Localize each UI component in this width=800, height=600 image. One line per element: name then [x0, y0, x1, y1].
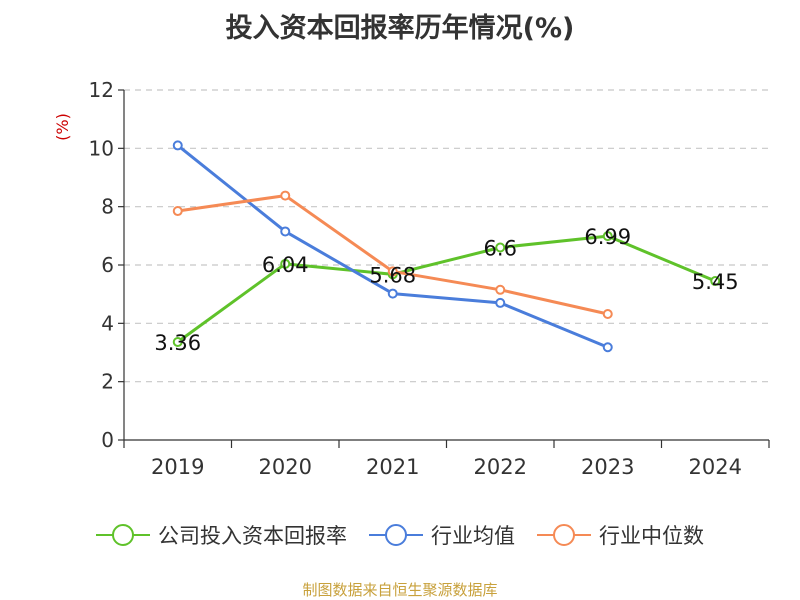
data-point [172, 337, 183, 347]
data-point [495, 242, 506, 253]
y-tick-label: 4 [101, 311, 114, 335]
data-point [280, 258, 291, 269]
data-label: 6.04 [262, 253, 309, 277]
y-axis-label: (%) [53, 113, 72, 141]
legend-label: 行业均值 [431, 524, 515, 548]
y-tick-label: 12 [89, 78, 114, 102]
y-tick-label: 8 [101, 195, 114, 219]
data-labels: 3.36 6.04 5.68 6.6 6.99 5.45 [154, 225, 738, 355]
legend-line-marker-icon [96, 524, 150, 546]
grid-lines [124, 89, 769, 383]
data-point [172, 140, 183, 151]
data-point [602, 342, 613, 353]
legend: 公司投入资本回报率 行业均值 行业中位数 [0, 520, 800, 550]
legend-item-industry-median[interactable]: 行业中位数 [537, 520, 704, 550]
data-label: 5.68 [369, 263, 416, 287]
series-lines [172, 140, 721, 353]
chart-title: 投入资本回报率历年情况(%) [225, 13, 575, 44]
data-label: 6.6 [484, 237, 517, 261]
data-point [495, 284, 506, 295]
y-tick-label: 6 [101, 253, 114, 277]
x-tick-label: 2019 [151, 455, 204, 479]
data-point [602, 231, 613, 242]
data-label: 5.45 [692, 270, 739, 294]
x-tick-label: 2020 [259, 455, 312, 479]
source-note: 制图数据来自恒生聚源数据库 [302, 581, 498, 599]
legend-label: 行业中位数 [599, 524, 704, 548]
legend-label: 公司投入资本回报率 [158, 524, 347, 548]
data-point [602, 309, 613, 319]
data-point [387, 288, 398, 299]
legend-line-marker-icon [369, 524, 423, 546]
data-point [172, 206, 183, 217]
y-tick-label: 2 [101, 370, 114, 394]
legend-item-industry-avg[interactable]: 行业均值 [369, 520, 515, 550]
data-point [710, 276, 721, 287]
data-point [387, 266, 398, 277]
y-tick-label: 0 [101, 428, 114, 452]
legend-item-company[interactable]: 公司投入资本回报率 [96, 520, 347, 550]
y-tick-label: 10 [89, 136, 114, 160]
data-label: 3.36 [154, 331, 201, 355]
series-line-0 [176, 234, 716, 344]
x-tick-label: 2021 [366, 455, 419, 479]
x-tick-label: 2022 [474, 455, 527, 479]
x-tick-label: 2024 [689, 455, 742, 479]
data-point [495, 297, 506, 308]
x-tick-label: 2023 [581, 455, 634, 479]
data-point [280, 226, 291, 237]
data-point [280, 190, 291, 201]
legend-line-marker-icon [537, 524, 591, 546]
data-label: 6.99 [584, 225, 631, 249]
axes: 0 2 4 6 8 10 12 2019 2020 2021 2022 2023 2024 [89, 78, 770, 479]
series-line-1 [176, 144, 609, 349]
